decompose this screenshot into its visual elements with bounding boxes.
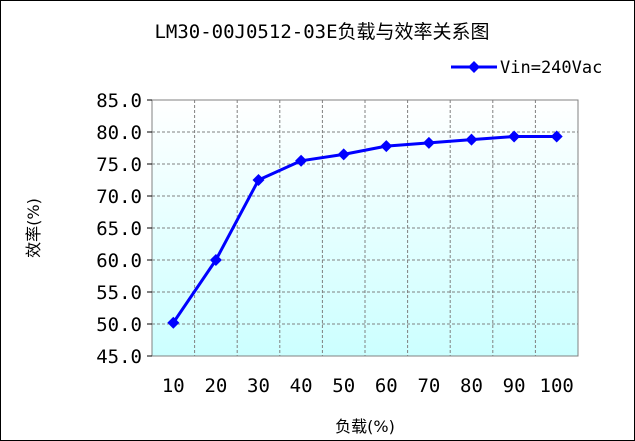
series-layer xyxy=(167,130,563,329)
x-tick-label: 100 xyxy=(540,375,574,397)
legend-diamond-marker xyxy=(468,61,480,73)
x-axis-label: 负载(%) xyxy=(335,417,395,436)
y-tick-label: 60.0 xyxy=(96,250,142,272)
y-tick-label: 65.0 xyxy=(96,218,142,240)
data-point-marker xyxy=(209,254,222,266)
x-tick-label: 20 xyxy=(204,375,227,397)
y-tick-label: 75.0 xyxy=(96,154,142,176)
y-tick-label: 45.0 xyxy=(96,346,142,368)
y-tick-label: 80.0 xyxy=(96,122,142,144)
y-tick-label: 55.0 xyxy=(96,282,142,304)
series-line xyxy=(172,134,557,324)
x-tick-label: 80 xyxy=(460,375,483,397)
legend-series-label: Vin=240Vac xyxy=(500,58,602,78)
data-point-marker xyxy=(422,136,435,149)
x-tick-label: 90 xyxy=(503,375,526,397)
y-axis-label: 效率(%) xyxy=(24,198,43,258)
x-tick-label: 60 xyxy=(375,375,398,397)
data-point-marker xyxy=(508,130,521,143)
x-tick-label: 30 xyxy=(247,375,270,397)
axis-layer: 85.0 80.0 75.0 70.0 65.0 60.0 55.0 50.0 45.0 10 20… xyxy=(96,90,574,397)
y-tick-label: 50.0 xyxy=(96,314,142,336)
x-tick-label: 70 xyxy=(417,375,440,397)
data-point-marker xyxy=(295,154,308,167)
data-point-marker xyxy=(337,148,350,161)
data-point-marker xyxy=(550,130,563,143)
data-point-marker xyxy=(380,140,393,153)
data-point-marker xyxy=(465,133,478,146)
chart-title: LM30-00J0512-03E负载与效率关系图 xyxy=(154,21,489,43)
y-tick-label: 85.0 xyxy=(96,90,142,112)
x-tick-label: 50 xyxy=(332,375,355,397)
y-tick-label: 70.0 xyxy=(96,186,142,208)
data-point-marker xyxy=(252,174,265,186)
x-tick-label: 10 xyxy=(162,375,185,397)
legend: Vin=240Vac xyxy=(451,58,602,78)
data-point-marker xyxy=(167,316,180,329)
x-tick-label: 40 xyxy=(290,375,313,397)
